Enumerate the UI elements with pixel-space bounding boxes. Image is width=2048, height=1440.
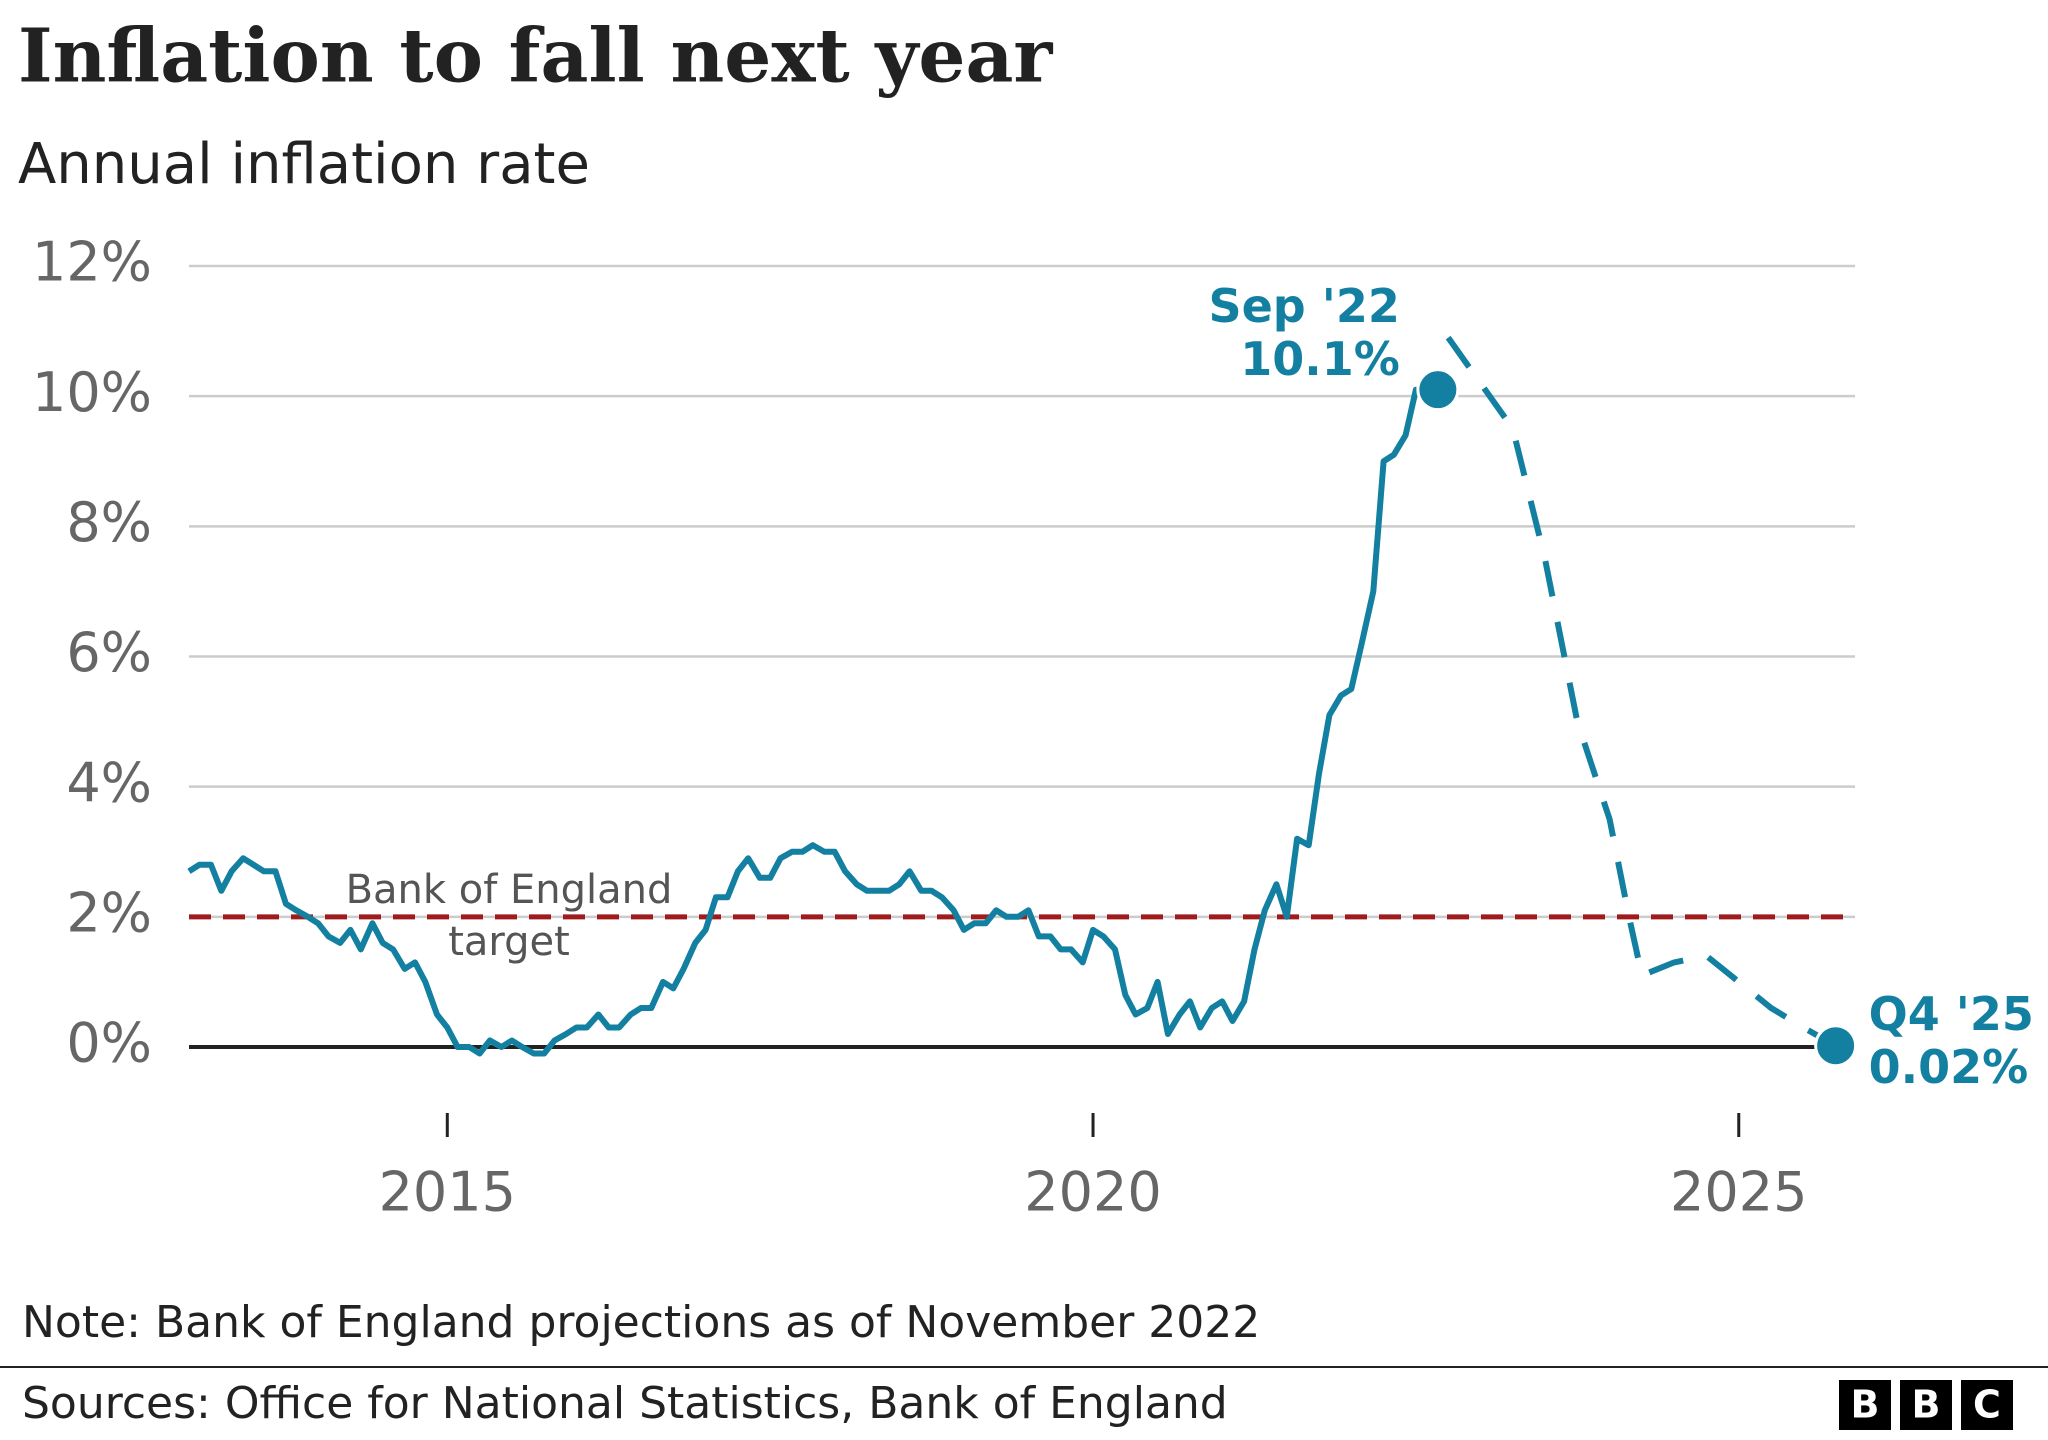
logo-letter: B xyxy=(1851,1383,1880,1427)
x-tick-label: 2025 xyxy=(1670,1161,1807,1224)
highlight-dot xyxy=(1416,368,1460,412)
x-tick-label: 2020 xyxy=(1024,1161,1161,1224)
line xyxy=(1445,335,1838,1049)
annotation: 10.1% xyxy=(1240,332,1400,386)
annotation: Q4 '25 xyxy=(1869,987,2034,1041)
logo-letter: C xyxy=(1973,1383,2001,1427)
source: Sources: Office for National Statistics,… xyxy=(22,1378,1228,1429)
annotation: Sep '22 xyxy=(1208,279,1399,333)
annotation: 0.02% xyxy=(1869,1040,2029,1094)
y-tick-label: 2% xyxy=(66,881,152,944)
note: Note: Bank of England projections as of … xyxy=(22,1297,1260,1348)
x-tick-label: 2015 xyxy=(379,1161,516,1224)
logo-box xyxy=(1961,1380,2013,1430)
y-tick-label: 6% xyxy=(66,621,152,684)
logo-box xyxy=(1839,1380,1891,1430)
chart-title: Inflation to fall next year xyxy=(18,14,1053,100)
y-tick-label: 10% xyxy=(32,361,152,424)
chart-subtitle: Annual inflation rate xyxy=(18,132,590,197)
logo-letter: B xyxy=(1912,1383,1941,1427)
y-tick-label: 8% xyxy=(66,491,152,554)
y-tick-label: 4% xyxy=(66,751,152,814)
line xyxy=(187,386,1441,1057)
logo-box xyxy=(1900,1380,1952,1430)
y-tick-label: 12% xyxy=(32,231,152,294)
target-label: Bank of England xyxy=(346,867,673,913)
y-tick-label: 0% xyxy=(66,1012,152,1075)
highlight-dot xyxy=(1814,1024,1858,1068)
target-label: target xyxy=(448,919,570,965)
